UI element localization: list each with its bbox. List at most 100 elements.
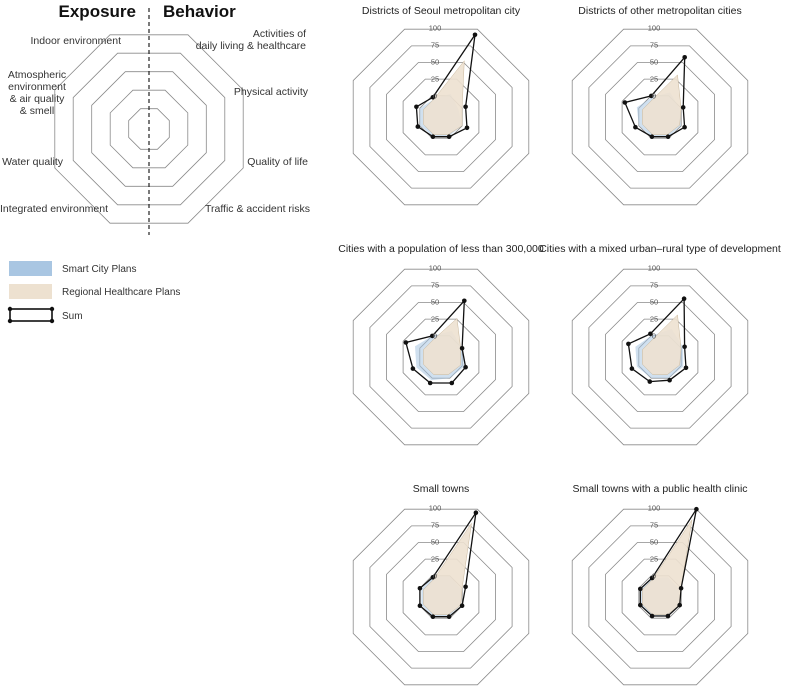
sum-point	[638, 602, 643, 608]
key-axis-label-right: Traffic & accident risks	[205, 203, 310, 215]
legend-swatch-vertex	[7, 318, 13, 324]
sum-point	[649, 93, 654, 99]
grid-ring	[605, 62, 715, 172]
grid-ring	[621, 558, 699, 636]
grid-ring	[369, 45, 513, 189]
sum-point	[430, 614, 436, 619]
key-grid-ring	[128, 108, 170, 150]
radar-panel: Districts of Seoul metropolitan city 100 7…	[352, 5, 530, 206]
sum-point	[414, 104, 419, 110]
tick-label: 50	[650, 538, 658, 547]
radar-panel: Cities with a population of less than 30…	[338, 243, 544, 446]
key-axis-label-left: Water quality	[2, 156, 64, 168]
tick-label: 0	[652, 571, 656, 580]
tick-label: 25	[431, 315, 439, 324]
panel-title: Cities with a mixed urban–rural type of …	[539, 243, 781, 255]
grid-ring	[605, 302, 715, 412]
tick-label: 0	[652, 331, 656, 340]
tick-label: 100	[648, 24, 661, 33]
key-axis-label-line: Activities of	[253, 28, 306, 40]
sum-point	[459, 346, 465, 351]
sum-point	[459, 603, 465, 608]
sum-point	[410, 366, 416, 371]
tick-label: 75	[431, 41, 439, 50]
key-axis-label-line: & air quality	[10, 93, 66, 105]
sum-point	[463, 584, 468, 590]
tick-label: 75	[431, 521, 439, 530]
grid-ring	[605, 542, 715, 652]
grid-ring	[588, 525, 732, 669]
healthcare-area	[642, 314, 682, 375]
sum-point	[446, 134, 452, 139]
sum-point	[626, 341, 631, 347]
tick-label: 100	[429, 264, 442, 273]
legend: Smart City Plans Regional Healthcare Plan…	[7, 261, 180, 324]
sum-point	[681, 296, 687, 302]
key-axis-label-line: environment	[8, 81, 66, 93]
tick-label: 75	[431, 281, 439, 290]
sum-point	[677, 602, 682, 608]
sum-point	[403, 340, 409, 345]
grid-ring	[588, 45, 732, 189]
grid-ring	[386, 542, 496, 652]
key-axis-label-line: Indoor environment	[31, 35, 122, 47]
key-axis-label-line: Quality of life	[247, 156, 308, 168]
tick-label: 50	[650, 298, 658, 307]
key-axis-label-line: Water quality	[2, 156, 64, 168]
panel-title: Cities with a population of less than 30…	[338, 243, 544, 255]
key-grid-ring	[109, 89, 189, 169]
key-axis-label-left: Atmospheric environment & air quality & sme…	[8, 69, 66, 117]
tick-label: 25	[431, 555, 439, 564]
sum-point	[430, 134, 436, 139]
sum-point	[622, 100, 628, 105]
key-axis-label-left: Integrated environment	[0, 203, 108, 215]
grid-ring	[352, 268, 530, 446]
grid-ring	[402, 558, 480, 636]
sum-point	[463, 104, 468, 110]
sum-point	[463, 364, 468, 370]
key-axis-label-line: Integrated environment	[0, 203, 108, 215]
sum-point	[430, 575, 436, 580]
panel-title: Small towns	[413, 483, 470, 495]
sum-point	[649, 575, 655, 581]
key-grid-ring	[54, 34, 244, 224]
sum-point	[682, 55, 687, 60]
tick-label: 25	[650, 315, 658, 324]
sum-point	[694, 506, 699, 512]
tick-label: 0	[433, 571, 437, 580]
tick-label: 0	[433, 331, 437, 340]
sum-point	[417, 603, 423, 608]
radar-panel: Small towns 100 75 50 25 0	[352, 483, 530, 686]
sum-point	[472, 32, 478, 38]
legend-label: Regional Healthcare Plans	[62, 287, 180, 298]
grid-ring	[369, 285, 513, 429]
grid-ring	[588, 285, 732, 429]
legend-swatch	[9, 261, 52, 276]
sum-point	[449, 380, 455, 386]
sum-point	[417, 586, 423, 591]
key-axis-label-right: Activities of daily living & healthcare	[196, 28, 306, 52]
sum-point	[665, 134, 671, 139]
grid-ring	[571, 508, 749, 686]
healthcare-area	[423, 317, 461, 375]
key-grid-ring	[72, 52, 226, 206]
sum-point	[647, 379, 653, 384]
sum-point	[682, 344, 687, 350]
tick-label: 75	[650, 521, 658, 530]
panel-title: Districts of Seoul metropolitan city	[362, 5, 521, 17]
key-axis-label-line: Atmospheric	[8, 69, 66, 81]
grid-ring	[402, 78, 480, 156]
tick-label: 100	[429, 504, 442, 513]
key-axis-label-left: Indoor environment	[31, 35, 122, 47]
radar-panels: Districts of Seoul metropolitan city 100 7…	[338, 5, 781, 686]
key-axis-label-line: daily living & healthcare	[196, 40, 306, 52]
panel-title: Small towns with a public health clinic	[572, 483, 747, 495]
sum-point	[682, 124, 687, 130]
legend-swatch-sum	[9, 308, 53, 322]
grid-ring	[352, 28, 530, 206]
tick-label: 0	[433, 91, 437, 100]
legend-swatch	[9, 284, 52, 299]
healthcare-area	[423, 60, 465, 135]
key-axis-label-right: Physical activity	[234, 86, 309, 98]
